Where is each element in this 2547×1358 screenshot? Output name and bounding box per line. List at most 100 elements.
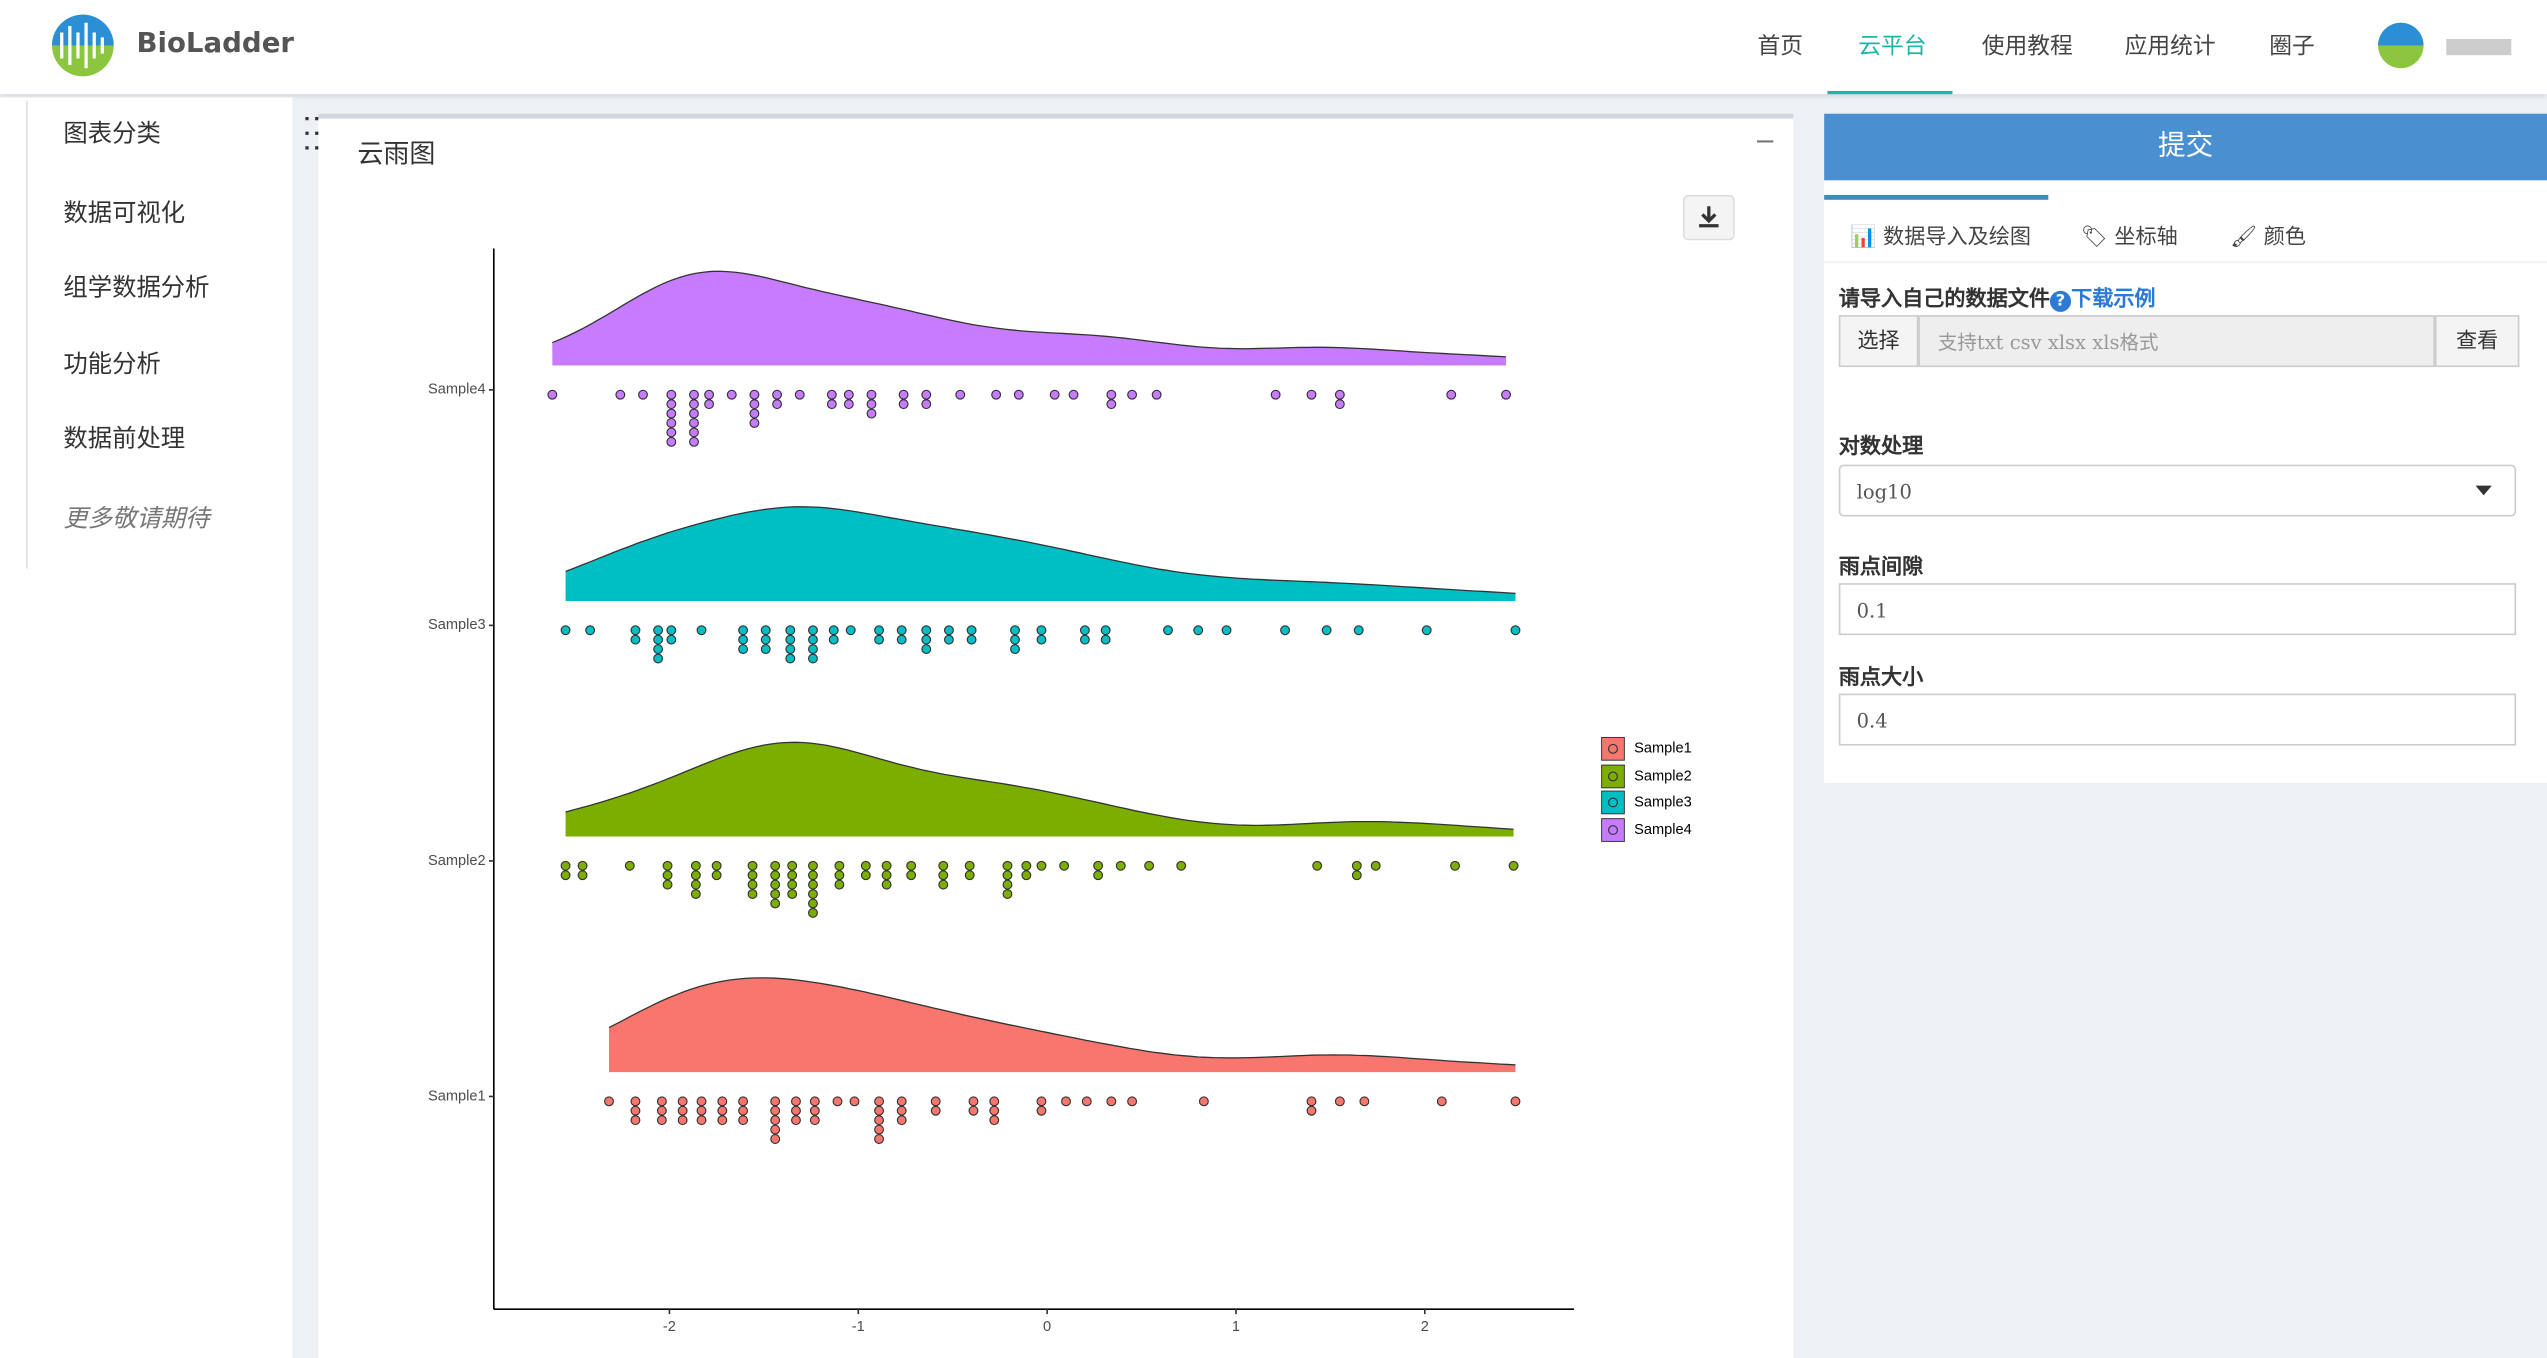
rain-dot: [717, 1115, 728, 1126]
rain-dot: [808, 870, 818, 881]
rain-dot: [843, 389, 854, 400]
rain-dot: [834, 870, 845, 881]
download-link[interactable]: 下载示例: [2071, 287, 2156, 312]
rain-dot: [770, 1124, 781, 1135]
rain-dot: [828, 634, 839, 645]
rain-dot: [921, 644, 932, 655]
rain-dot: [794, 389, 805, 400]
nav-link[interactable]: 使用教程: [1981, 34, 2073, 61]
nav-link[interactable]: 圈子: [2269, 34, 2315, 61]
rain-dot: [1002, 889, 1013, 900]
rain-dot: [656, 1096, 667, 1107]
y-tick-label: Sample4: [428, 382, 486, 398]
tab[interactable]: 🖌 颜色: [2230, 225, 2307, 251]
rain-dot: [1198, 1096, 1209, 1107]
rain-dot: [826, 389, 837, 400]
rain-dot: [787, 870, 798, 881]
submit-button[interactable]: 提交: [1824, 113, 2547, 181]
rain-dot: [898, 399, 909, 410]
rain-dot: [1163, 625, 1173, 636]
rain-dot: [955, 389, 966, 400]
help-icon[interactable]: ?: [2049, 290, 2072, 312]
avatar[interactable]: [2375, 19, 2521, 71]
nav-link[interactable]: 应用统计: [2124, 34, 2216, 61]
rain-dot: [1334, 399, 1345, 410]
nav-link[interactable]: 云平台: [1858, 34, 1927, 61]
rain-dot: [964, 860, 975, 871]
rain-dot: [749, 418, 760, 428]
menu-item[interactable]: 组学数据分析: [63, 272, 210, 303]
chart-panel: 云雨图 − -2 -1 0 1 2 Sample1 Sample2 Sample3 Sample…: [318, 113, 1794, 1358]
menu-item[interactable]: 数据前处理: [63, 423, 186, 454]
rain-dot: [1068, 389, 1079, 400]
tab[interactable]: 🏷 坐标轴: [2080, 225, 2178, 251]
rain-dot: [787, 889, 798, 900]
rain-dot: [860, 860, 871, 871]
rain-dot: [696, 1115, 707, 1126]
rain-dot: [898, 389, 909, 400]
rain-dot: [845, 625, 856, 636]
tab-label: 数据导入及绘图: [1883, 225, 2032, 251]
field-label: 雨点大小: [1838, 665, 1924, 691]
field-label: 对数处理: [1838, 435, 1924, 460]
rain-dot: [689, 427, 699, 438]
rain-dot: [968, 1096, 979, 1107]
rain-dot: [747, 870, 758, 881]
rain-dot: [896, 1096, 907, 1107]
rain-dot: [547, 389, 558, 400]
rain-dot: [630, 625, 641, 636]
rain-dot: [666, 389, 677, 400]
legend-label: Sample3: [1634, 794, 1692, 810]
rain-dot: [677, 1105, 688, 1116]
menu-item[interactable]: 数据可视化: [63, 198, 186, 228]
rain-dot: [834, 860, 845, 871]
view-button[interactable]: 查看: [2434, 315, 2520, 368]
text-input[interactable]: 0.4: [1838, 693, 2517, 746]
rain-dot: [677, 1096, 688, 1107]
file-input[interactable]: 支持txt csv xlsx xls格式: [1918, 315, 2435, 368]
rain-dot: [834, 879, 845, 890]
tab[interactable]: 📊 数据导入及绘图: [1850, 225, 2032, 251]
rain-dot: [1093, 860, 1104, 871]
rain-dot: [666, 436, 677, 447]
chart: -2 -1 0 1 2 Sample1 Sample2 Sample3 Sample4 Sampl…: [428, 248, 1692, 1335]
rain-dot: [770, 870, 781, 881]
rain-dot: [849, 1096, 860, 1107]
rain-dot: [843, 399, 854, 410]
rain-dot: [772, 399, 783, 410]
rain-dot: [866, 408, 877, 419]
rain-dot: [770, 1096, 781, 1107]
rain-dot: [1151, 389, 1162, 400]
select[interactable]: log10: [1838, 464, 2517, 517]
rain-dot: [866, 399, 877, 410]
rain-dot: [738, 1096, 749, 1107]
rain-dot: [630, 1096, 641, 1107]
panel-title: 云雨图: [357, 138, 436, 169]
rain-dot: [989, 1115, 1000, 1126]
choose-button[interactable]: 选择: [1838, 315, 1919, 368]
rain-dot: [1002, 860, 1013, 871]
text-input[interactable]: 0.1: [1838, 583, 2517, 636]
menu-item[interactable]: 功能分析: [63, 349, 161, 379]
rain-dot: [689, 399, 699, 410]
rain-dot: [717, 1105, 728, 1116]
rain-dot: [896, 634, 907, 645]
collapse[interactable]: −: [1754, 125, 1777, 156]
rain-dot: [760, 625, 771, 636]
rain-dot: [1002, 879, 1013, 890]
sidebar: 图表分类 数据可视化 组学数据分析 功能分析 数据前处理 更多敬请期待: [0, 97, 293, 1358]
rain-dot: [874, 1115, 885, 1126]
rain-dot: [738, 634, 749, 645]
brand[interactable]: BioLadder: [136, 27, 295, 61]
rain-dot: [943, 634, 954, 645]
rain-dot: [1061, 1096, 1071, 1107]
rain-dot: [1106, 389, 1117, 400]
rain-dot: [653, 634, 664, 645]
rain-dot: [785, 625, 796, 636]
nav-link[interactable]: 首页: [1757, 34, 1804, 61]
rain-dot: [749, 408, 760, 419]
rain-dot: [808, 907, 818, 918]
rain-dot: [638, 389, 648, 400]
download-button[interactable]: [1682, 194, 1735, 241]
